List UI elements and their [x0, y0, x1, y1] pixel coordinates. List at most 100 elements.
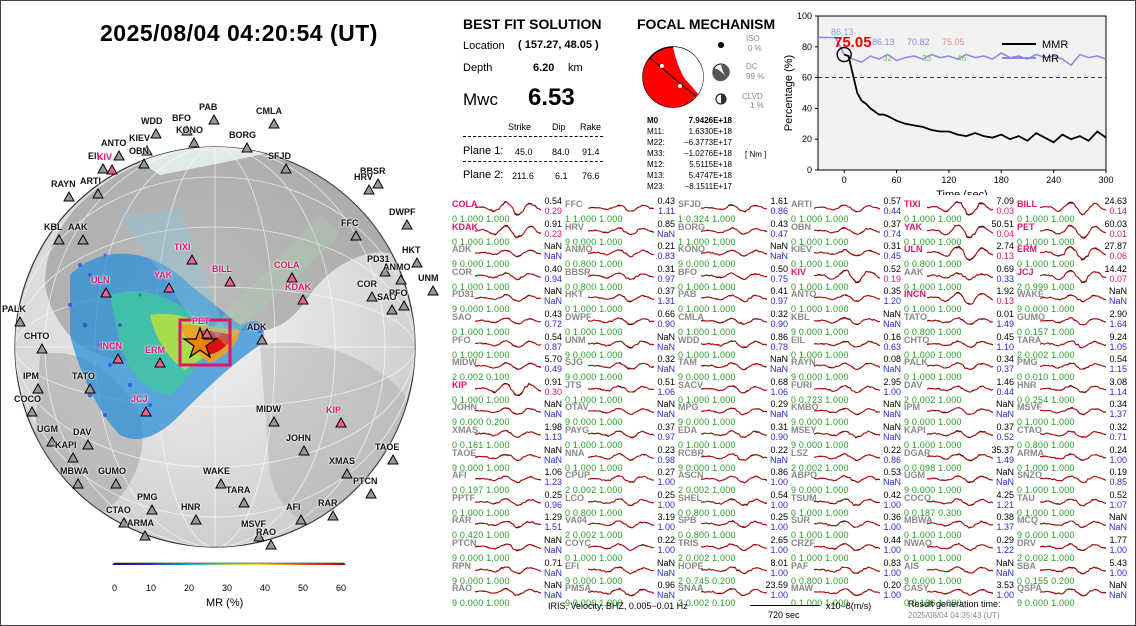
station-code: PTCN	[452, 538, 477, 548]
waveform-cell: PPTF 0.25 0.96 0 1.000 1.000	[452, 490, 562, 523]
station-triangle-icon	[398, 300, 410, 311]
variance-ratio-value: 1.00	[657, 499, 675, 510]
station-triangle-icon	[365, 488, 377, 499]
location-value: ( 157.27, 48.05 )	[518, 39, 599, 51]
synthetic-trace	[475, 294, 541, 303]
weight-info: 0 0.157 1.000	[1017, 327, 1075, 337]
waveform-cell: PFO 0.54 0.87 0 1.000 1.000	[452, 332, 562, 365]
weight-info: 0 0.800 1.000	[904, 259, 962, 270]
weight-info: 2 0.002 1.000	[904, 394, 962, 405]
station-code: HOPE	[678, 560, 704, 571]
weight-info: 0 1.000 1.000	[791, 530, 849, 541]
waveform-cell: PMSA 0.96 NaN 9 0.000 1.000	[565, 580, 675, 613]
station-label-tato: TATO	[72, 371, 95, 381]
synthetic-trace	[814, 588, 880, 596]
synthetic-trace	[588, 520, 654, 529]
y-tick-label: 80	[802, 42, 812, 52]
station-code: LCO	[565, 492, 584, 503]
amplitude-value: 0.41	[770, 286, 788, 297]
weight-info: 0 0.800 1.000	[565, 507, 623, 518]
amplitude-value: 0.71	[544, 557, 562, 568]
amplitude-value: 0.31	[883, 241, 901, 252]
waveform-trace	[814, 204, 880, 213]
station-code: WAKE	[1017, 289, 1044, 300]
waveform-trace	[701, 498, 767, 506]
mechanism-heading: FOCAL MECHANISM	[637, 16, 776, 32]
variance-ratio-value: 1.00	[770, 477, 788, 488]
station-code: NNA	[565, 447, 585, 458]
synthetic-trace	[701, 565, 767, 574]
variance-ratio-value: 1.31	[657, 296, 675, 307]
waveform-cell: YAK 50.51 0.04 0 1.000 1.000	[904, 219, 1014, 252]
waveform-trace	[927, 589, 993, 596]
waveform-cell: TAU 0.52 1.07 0 1.000 1.000	[1017, 490, 1127, 523]
station-code: HRV	[565, 221, 584, 232]
moment-value: −1.0276E+18	[683, 149, 732, 158]
variance-ratio-value: NaN	[656, 567, 675, 578]
waveform-cell: BILL 24.63 0.14 0 1.000 1.000	[1017, 196, 1127, 229]
station-triangle-icon	[268, 118, 280, 129]
waveform-cell: GUMO 2.90 1.64 0 0.157 1.000	[1017, 309, 1127, 342]
station-triangle-icon	[92, 188, 104, 199]
weight-info: 2 0.002 1.000	[1017, 553, 1075, 563]
amplitude-value: 0.86	[770, 331, 788, 342]
synthetic-trace	[701, 204, 767, 212]
waveform-cell: ASCN 0.86 1.00 2 0.002 1.000	[678, 467, 788, 500]
station-triangle-icon	[238, 497, 250, 508]
variance-ratio-value: NaN	[656, 590, 675, 601]
amplitude-value: 0.37	[657, 422, 675, 432]
station-code: EIL	[791, 334, 806, 345]
synthetic-trace	[1040, 363, 1106, 370]
station-label-cola: COLA	[274, 260, 300, 270]
waveform-cell: KAPI 0.37 0.52 0 1.000 1.000	[904, 422, 1014, 455]
station-code: CRZF	[791, 538, 815, 548]
weight-info: 0 1.000 1.000	[678, 349, 736, 360]
weight-info: 9 0.000 1.000	[565, 349, 623, 360]
weight-info: 9 0.000 1.000	[791, 440, 849, 450]
waveform-cell: EDA 0.31 0.90 0 1.000 1.000	[678, 422, 788, 455]
synthetic-trace	[927, 589, 993, 596]
weight-info: 9 0.000 1.000	[791, 327, 849, 337]
time-scale-bar	[750, 605, 820, 606]
amplitude-value: NaN	[769, 241, 788, 252]
weight-info: 0 1.000 1.000	[565, 462, 623, 473]
amplitude-value: 14.42	[1104, 263, 1127, 274]
synthetic-trace	[588, 294, 654, 303]
station-code: SJG	[565, 357, 584, 368]
waveform-cell: KIV 0.52 0.19 0 1.000 1.000	[791, 264, 901, 297]
colorbar-tick: 20	[184, 583, 195, 593]
weight-info: 9 0.000 1.000	[904, 485, 962, 496]
variance-ratio-value: 1.00	[1109, 545, 1127, 555]
station-triangle-icon	[36, 343, 48, 354]
amplitude-value: 3.19	[657, 512, 675, 523]
variance-ratio-value: 0.47	[770, 228, 788, 239]
waveform-trace	[927, 317, 993, 325]
amplitude-value: NaN	[882, 399, 901, 410]
variance-ratio-value: 0.37	[996, 364, 1014, 375]
weight-info: 0 1.000 1.000	[565, 394, 623, 405]
variance-ratio-value: 0.44	[883, 206, 901, 216]
station-label-tara: TARA	[226, 485, 251, 495]
amplitude-value: NaN	[543, 399, 562, 410]
variance-ratio-value: 1.00	[770, 499, 788, 510]
synthetic-trace	[475, 249, 541, 258]
waveform-cell: MAW 0.20 1.00 0 1.000 1.000	[791, 580, 901, 613]
synthetic-trace	[927, 521, 993, 529]
synthetic-trace	[814, 566, 880, 573]
waveform-trace	[927, 271, 993, 281]
station-triangle-icon	[386, 304, 398, 315]
waveform-cell: NNA 0.23 0.98 0 1.000 1.000	[565, 445, 675, 478]
variance-ratio-value: 0.52	[996, 432, 1014, 442]
variance-ratio-value: 0.90	[770, 432, 788, 442]
amplitude-value: 0.22	[657, 535, 675, 545]
station-triangle-icon	[363, 184, 375, 195]
synthetic-trace	[1040, 246, 1106, 260]
plane2-rake: 76.6	[582, 171, 600, 181]
variance-ratio-value: NaN	[543, 454, 562, 465]
waveform-cell: RPN 0.71 NaN 9 0.000 1.000	[452, 558, 562, 591]
station-code: PD31	[452, 289, 475, 300]
station-code: PET	[1017, 221, 1035, 232]
waveform-cell: PET 60.03 0.01 0 1.000 1.000	[1017, 219, 1127, 252]
synthetic-trace	[588, 340, 654, 348]
weight-info: 1 1.000 1.000	[565, 214, 623, 224]
